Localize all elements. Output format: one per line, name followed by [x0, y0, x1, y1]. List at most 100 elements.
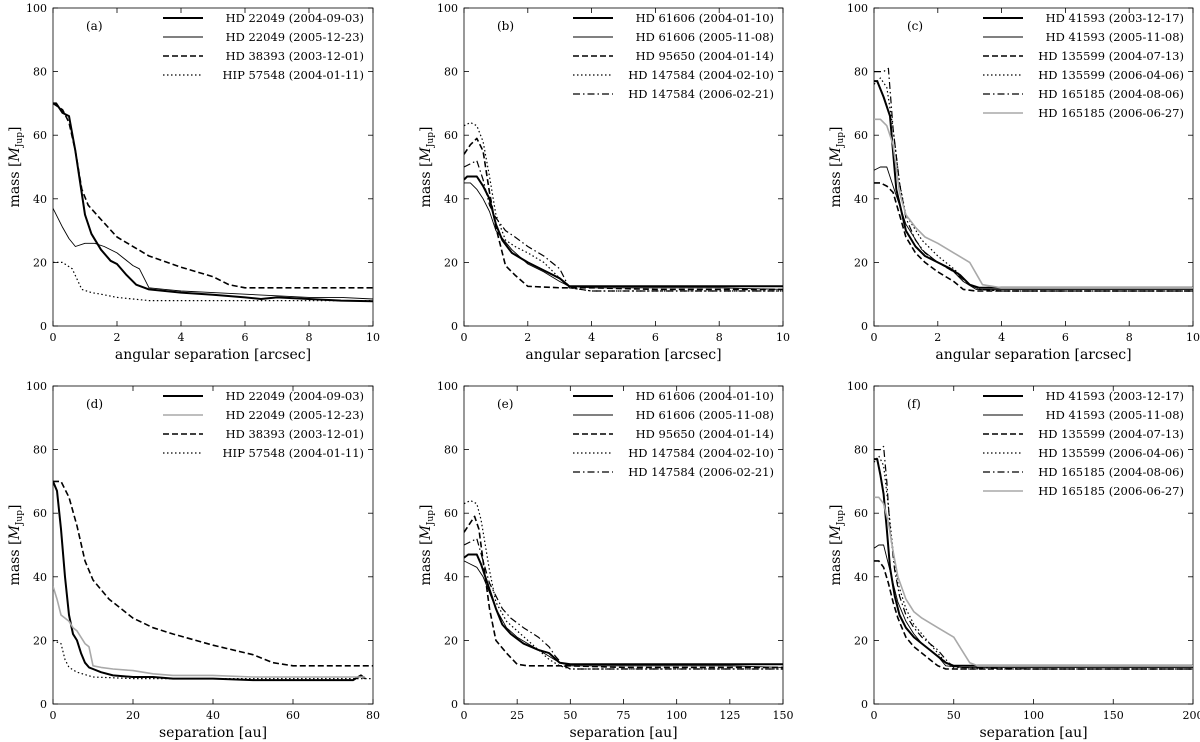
x-tick-label: 80 — [366, 709, 380, 722]
legend-label: HD 38393 (2003-12-01) — [226, 427, 364, 441]
y-axis-label-close: ] — [418, 505, 434, 510]
y-tick-label: 100 — [437, 380, 458, 393]
y-tick-label: 20 — [444, 256, 458, 269]
legend-label: HD 165185 (2006-06-27) — [1038, 484, 1184, 498]
x-tick-label: 0 — [871, 331, 878, 344]
y-axis-label-subscript: Jup — [426, 510, 436, 526]
x-tick-label: 10 — [776, 331, 790, 344]
legend-label: HD 95650 (2004-01-14) — [636, 49, 774, 63]
y-tick-label: 100 — [847, 2, 868, 15]
x-tick-label: 150 — [1103, 709, 1124, 722]
x-tick-label: 75 — [617, 709, 631, 722]
x-axis-label: separation [au] — [979, 725, 1087, 741]
x-tick-label: 2 — [114, 331, 121, 344]
y-tick-label: 40 — [854, 571, 868, 584]
y-tick-label: 100 — [26, 380, 47, 393]
x-tick-label: 10 — [366, 331, 380, 344]
y-tick-label: 20 — [854, 256, 868, 269]
y-tick-label: 60 — [854, 507, 868, 520]
series-line — [874, 67, 1193, 292]
y-axis-label: mass [MJup] — [7, 505, 25, 586]
x-tick-label: 10 — [1186, 331, 1200, 344]
legend-label: HD 135599 (2006-04-06) — [1038, 68, 1184, 82]
x-tick-label: 6 — [242, 331, 249, 344]
x-tick-label: 2 — [934, 331, 941, 344]
series-line — [53, 481, 366, 682]
series-line — [874, 182, 1193, 292]
legend-label: HD 165185 (2004-08-06) — [1038, 465, 1184, 479]
legend-label: HD 61606 (2004-01-10) — [636, 11, 774, 25]
legend-label: HD 165185 (2006-06-27) — [1038, 106, 1184, 120]
x-tick-label: 20 — [126, 709, 140, 722]
y-tick-label: 100 — [847, 380, 868, 393]
legend-label: HD 22049 (2005-12-23) — [226, 30, 364, 44]
legend-label: HD 41593 (2005-11-08) — [1046, 408, 1184, 422]
y-axis-label-symbol: M — [418, 147, 434, 163]
panel-label: (d) — [86, 397, 103, 411]
y-tick-label: 80 — [33, 66, 47, 79]
y-axis-label-symbol: M — [418, 525, 434, 541]
y-tick-label: 80 — [854, 66, 868, 79]
y-tick-label: 100 — [26, 2, 47, 15]
x-axis-label: separation [au] — [569, 725, 677, 741]
y-tick-label: 40 — [33, 193, 47, 206]
series-line — [53, 586, 365, 678]
x-tick-label: 0 — [50, 709, 57, 722]
x-tick-label: 4 — [998, 331, 1005, 344]
x-tick-label: 125 — [719, 709, 740, 722]
legend-label: HIP 57548 (2004-01-11) — [223, 68, 364, 82]
y-axis-label-subscript: Jup — [15, 510, 25, 526]
x-tick-label: 40 — [206, 709, 220, 722]
series-group — [464, 499, 783, 670]
series-line — [874, 544, 1193, 668]
y-axis-label-subscript: Jup — [426, 132, 436, 148]
y-tick-label: 0 — [861, 320, 868, 333]
legend-label: HD 22049 (2004-09-03) — [226, 389, 364, 403]
x-tick-label: 0 — [461, 331, 468, 344]
x-tick-label: 8 — [306, 331, 313, 344]
legend-label: HD 95650 (2004-01-14) — [636, 427, 774, 441]
legend-label: HD 22049 (2005-12-23) — [226, 408, 364, 422]
y-tick-label: 40 — [854, 193, 868, 206]
x-tick-label: 60 — [286, 709, 300, 722]
legend-label: HD 147584 (2004-02-10) — [628, 68, 774, 82]
y-tick-label: 40 — [444, 571, 458, 584]
panel-label: (a) — [86, 19, 103, 33]
x-tick-label: 50 — [563, 709, 577, 722]
legend-label: HD 135599 (2006-04-06) — [1038, 446, 1184, 460]
legend-label: HD 61606 (2005-11-08) — [636, 30, 774, 44]
series-line — [874, 496, 1193, 667]
legend-label: HD 61606 (2004-01-10) — [636, 389, 774, 403]
x-tick-label: 150 — [773, 709, 794, 722]
series-line — [53, 208, 373, 300]
series-line — [53, 102, 373, 289]
x-tick-label: 8 — [716, 331, 723, 344]
y-tick-label: 40 — [33, 571, 47, 584]
x-tick-label: 100 — [666, 709, 687, 722]
y-axis-label-symbol: M — [828, 147, 844, 163]
legend-label: HIP 57548 (2004-01-11) — [223, 446, 364, 460]
x-axis-label: angular separation [arcsec] — [525, 347, 721, 363]
y-tick-label: 0 — [451, 320, 458, 333]
legend-label: HD 147584 (2006-02-21) — [628, 465, 774, 479]
x-tick-label: 0 — [461, 709, 468, 722]
series-line — [464, 560, 783, 668]
x-tick-label: 25 — [510, 709, 524, 722]
y-axis-label-text: mass [ — [418, 162, 434, 208]
series-group — [53, 480, 373, 682]
y-axis-label-symbol: M — [828, 525, 844, 541]
y-tick-label: 80 — [444, 66, 458, 79]
series-line — [874, 458, 1193, 667]
series-group — [874, 445, 1193, 670]
y-tick-label: 0 — [40, 320, 47, 333]
y-tick-label: 60 — [444, 129, 458, 142]
y-axis-label-close: ] — [7, 127, 23, 132]
panel-label: (e) — [497, 397, 513, 411]
y-axis-label-close: ] — [418, 127, 434, 132]
y-tick-label: 20 — [444, 634, 458, 647]
series-line — [464, 160, 783, 292]
y-tick-label: 0 — [40, 698, 47, 711]
